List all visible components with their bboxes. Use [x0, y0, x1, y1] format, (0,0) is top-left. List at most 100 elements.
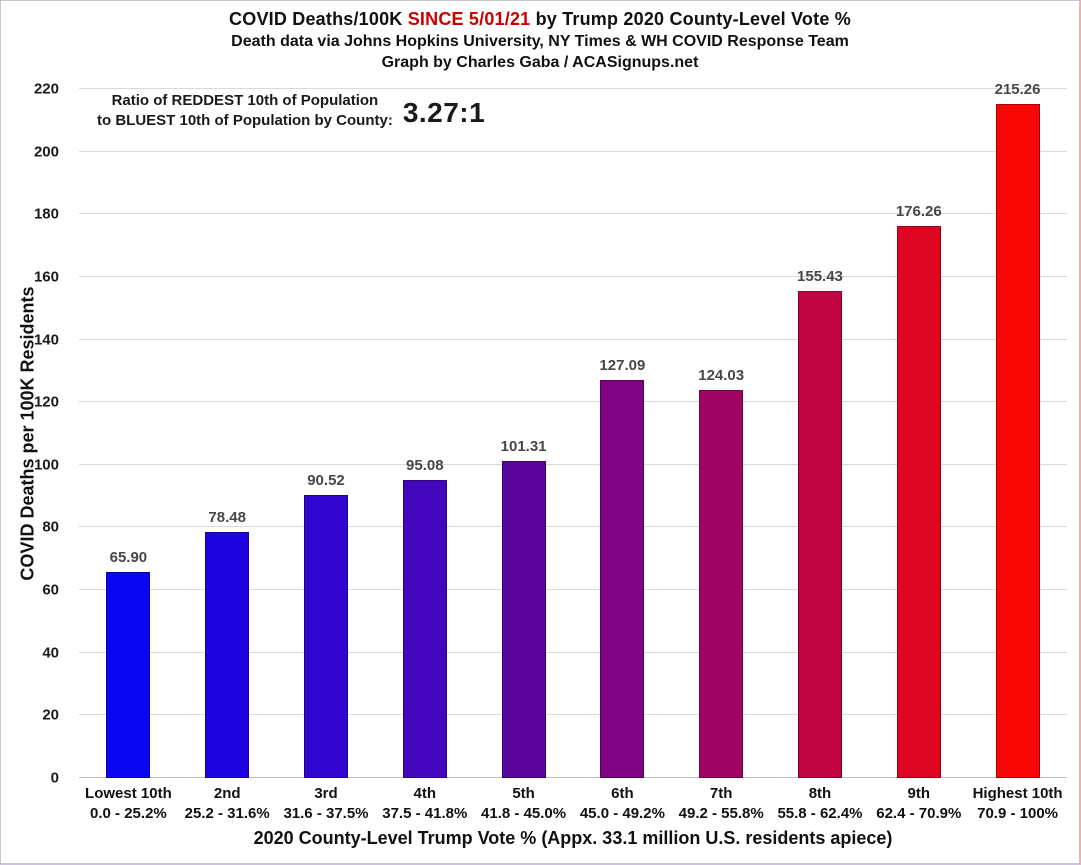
x-tick-category: 4th	[413, 785, 437, 802]
y-tick-label: 120	[33, 393, 59, 411]
bar	[600, 379, 645, 778]
bar-column: 101.31	[474, 89, 573, 778]
bar-column: 90.52	[277, 89, 376, 778]
bar-column: 215.26	[968, 82, 1067, 778]
bar	[501, 460, 546, 778]
x-tick-category: 5th	[512, 785, 535, 802]
chart-subtitle-source: Death data via Johns Hopkins University,…	[231, 33, 849, 50]
gridline	[79, 401, 1067, 403]
x-tick-category: 3rd	[314, 785, 338, 802]
x-tick-range: 0.0 - 25.2%	[90, 805, 167, 822]
x-tick-category: 8th	[808, 785, 832, 802]
ratio-annotation-line2: to BLUEST 10th of Population by County:	[97, 111, 393, 129]
chart-title-highlight: SINCE 5/01/21	[407, 9, 531, 29]
x-tick-range: 25.2 - 31.6%	[184, 805, 270, 822]
x-tick-range: 45.0 - 49.2%	[579, 805, 665, 822]
y-tick-label: 40	[42, 644, 59, 662]
chart-subtitle-credit: Graph by Charles Gaba / ACASignups.net	[381, 54, 699, 71]
ratio-annotation: Ratio of REDDEST 10th of Population to B…	[97, 91, 485, 130]
x-axis-title: 2020 County-Level Trump Vote % (Appx. 33…	[253, 828, 893, 848]
y-tick-label: 0	[50, 769, 59, 787]
x-tick-label: 7th 49.2 - 55.8%	[672, 785, 771, 823]
gridline	[79, 88, 1067, 89]
bar-value-label: 155.43	[797, 268, 843, 286]
ratio-annotation-text: Ratio of REDDEST 10th of Population to B…	[97, 91, 393, 130]
y-tick-label: 140	[33, 331, 59, 349]
x-tick-range: 62.4 - 70.9%	[876, 805, 962, 822]
bar-value-label: 65.90	[109, 548, 148, 566]
x-axis-tick-labels: Lowest 10th 0.0 - 25.2% 2nd 25.2 - 31.6% 3rd…	[79, 785, 1067, 823]
bar	[797, 291, 842, 778]
y-tick-label: 180	[33, 205, 59, 223]
gridline	[79, 526, 1067, 528]
chart-title: COVID Deaths/100K SINCE 5/01/21 by Trump…	[1, 9, 1079, 30]
y-tick-label: 100	[33, 456, 59, 474]
y-tick-label: 220	[33, 80, 59, 98]
bar-column: 65.90	[79, 89, 178, 778]
bar	[205, 532, 250, 778]
bar	[402, 480, 447, 778]
bar	[896, 226, 941, 778]
bar-column: 127.09	[573, 89, 672, 778]
x-tick-label: 6th 45.0 - 49.2%	[573, 785, 672, 823]
bar-series: 65.90 78.48 90.52 95.08 101.31 127.09 124.03 15…	[79, 82, 1067, 778]
gridline	[79, 589, 1067, 591]
x-tick-label: 8th 55.8 - 62.4%	[771, 785, 870, 823]
bar-value-label: 101.31	[500, 437, 547, 455]
x-tick-label: Highest 10th 70.9 - 100%	[968, 785, 1067, 823]
x-tick-category: 2nd	[213, 785, 241, 802]
bar-value-label: 176.26	[895, 203, 942, 220]
bar-column: 124.03	[672, 89, 771, 778]
x-tick-range: 31.6 - 37.5%	[283, 805, 369, 822]
y-tick-label: 60	[42, 581, 59, 599]
x-tick-label: Lowest 10th 0.0 - 25.2%	[79, 785, 178, 823]
plot-area: 65.90 78.48 90.52 95.08 101.31 127.09 124.03 15…	[79, 82, 1067, 778]
bar-column: 95.08	[375, 89, 474, 778]
x-tick-label: 2nd 25.2 - 31.6%	[178, 785, 277, 823]
bar-value-label: 215.26	[994, 80, 1041, 98]
gridline	[79, 651, 1067, 653]
bar	[995, 103, 1040, 778]
x-tick-label: 9th 62.4 - 70.9%	[869, 785, 968, 823]
bar-value-label: 90.52	[307, 471, 345, 489]
ratio-value: 3.27:1	[402, 96, 486, 128]
x-tick-range: 55.8 - 62.4%	[777, 805, 863, 822]
x-tick-label: 3rd 31.6 - 37.5%	[277, 785, 376, 823]
bar-value-label: 124.03	[698, 366, 745, 384]
bar-value-label: 78.48	[208, 509, 246, 527]
x-tick-category: Highest 10th	[972, 785, 1063, 802]
x-tick-range: 70.9 - 100%	[977, 805, 1059, 822]
bar	[303, 494, 348, 778]
gridline	[79, 714, 1067, 716]
x-tick-range: 49.2 - 55.8%	[678, 805, 764, 822]
x-tick-range: 41.8 - 45.0%	[481, 805, 567, 822]
bar	[699, 389, 744, 778]
y-axis-tick-labels: 0 20 40 60 80 100 120 140 160 180 200 220	[1, 82, 69, 786]
gridline	[79, 777, 1067, 778]
x-tick-category: 9th	[907, 785, 931, 802]
ratio-annotation-line1: Ratio of REDDEST 10th of Population	[111, 92, 379, 109]
bar-value-label: 127.09	[599, 356, 646, 374]
y-tick-label: 20	[42, 706, 59, 724]
gridline	[79, 463, 1067, 465]
bar-column: 78.48	[178, 89, 277, 778]
x-tick-category: 7th	[709, 785, 733, 802]
x-tick-label: 4th 37.5 - 41.8%	[375, 785, 474, 823]
chart-header: COVID Deaths/100K SINCE 5/01/21 by Trump…	[1, 9, 1079, 72]
x-tick-label: 5th 41.8 - 45.0%	[474, 785, 573, 823]
x-tick-category: Lowest 10th	[85, 785, 172, 802]
chart-title-part1: COVID Deaths/100K	[229, 9, 408, 29]
bar-column: 176.26	[869, 89, 968, 778]
gridline	[79, 150, 1067, 152]
y-tick-label: 80	[42, 518, 59, 536]
bar-column: 155.43	[771, 89, 870, 778]
bar-value-label: 95.08	[406, 457, 444, 475]
y-tick-label: 160	[33, 268, 59, 286]
gridline	[79, 213, 1067, 215]
bar	[106, 571, 151, 778]
chart-title-part2: by Trump 2020 County-Level Vote %	[530, 9, 851, 29]
x-tick-category: 6th	[611, 785, 634, 802]
x-tick-range: 37.5 - 41.8%	[382, 805, 468, 822]
y-tick-label: 200	[33, 143, 59, 161]
